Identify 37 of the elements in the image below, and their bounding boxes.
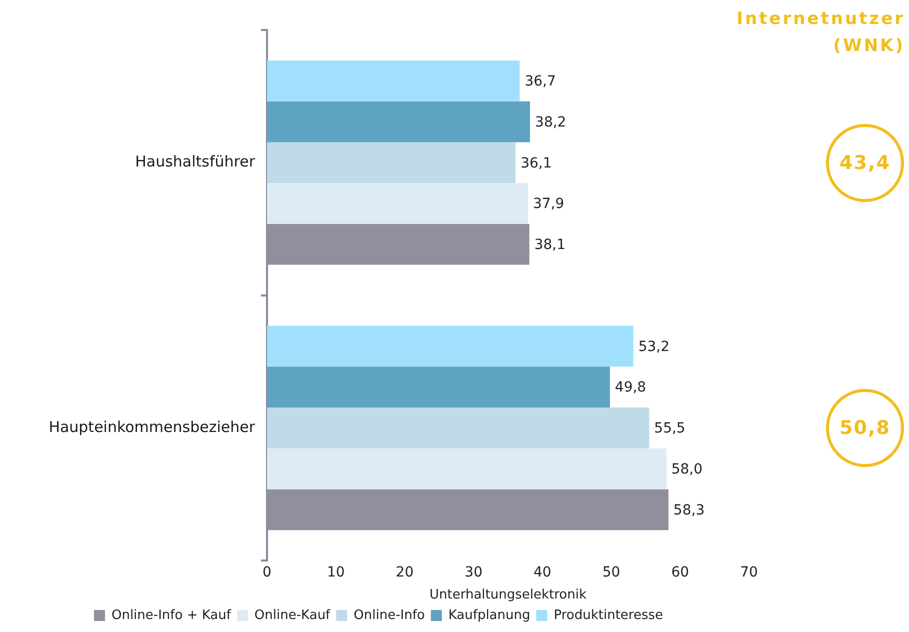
annotation: Internetnutzer (WNK) (736, 8, 905, 58)
y-tick-label: Haushaltsführer (135, 152, 256, 171)
data-label: 36,1 (520, 155, 552, 172)
x-tick-label: 20 (396, 564, 414, 581)
data-label: 55,5 (654, 420, 686, 437)
bar (267, 408, 650, 448)
x-tick-label: 50 (602, 564, 620, 581)
bar (267, 326, 634, 367)
bar (267, 448, 666, 490)
data-label: 38,2 (535, 114, 566, 130)
data-label: 36,7 (524, 74, 556, 90)
bar (267, 366, 610, 408)
text: 50,8 (840, 416, 890, 439)
x-tick-label: 70 (740, 564, 758, 581)
x-tick-label: 60 (671, 564, 690, 581)
x-axis-title: Unterhaltungselektronik (429, 588, 587, 603)
bar (267, 183, 528, 224)
legend-label: Online-Kauf (254, 608, 331, 623)
data-label: 58,3 (673, 502, 705, 518)
bar (267, 101, 530, 142)
x-tick-label: 10 (326, 564, 345, 581)
legend-label: Online-Info (354, 608, 425, 623)
data-label: 37,9 (532, 196, 564, 212)
data-label: 49,8 (614, 380, 646, 396)
legend-label: Online-Info + Kauf (111, 608, 232, 623)
x-tick-label: 40 (534, 564, 552, 581)
data-label: 38,1 (534, 237, 566, 254)
data-label: 58,0 (671, 461, 703, 478)
bar (267, 142, 516, 184)
data-label: 53,2 (638, 338, 670, 355)
legend-label: Produktinteresse (554, 608, 664, 623)
y-tick-label: Haupteinkommensbezieher (48, 418, 256, 436)
legend-label: Kaufplanung (448, 608, 530, 623)
text: 43,4 (840, 152, 890, 174)
x-tick-label: 30 (464, 564, 482, 581)
bar (267, 60, 520, 102)
x-tick-label: 0 (262, 564, 272, 581)
